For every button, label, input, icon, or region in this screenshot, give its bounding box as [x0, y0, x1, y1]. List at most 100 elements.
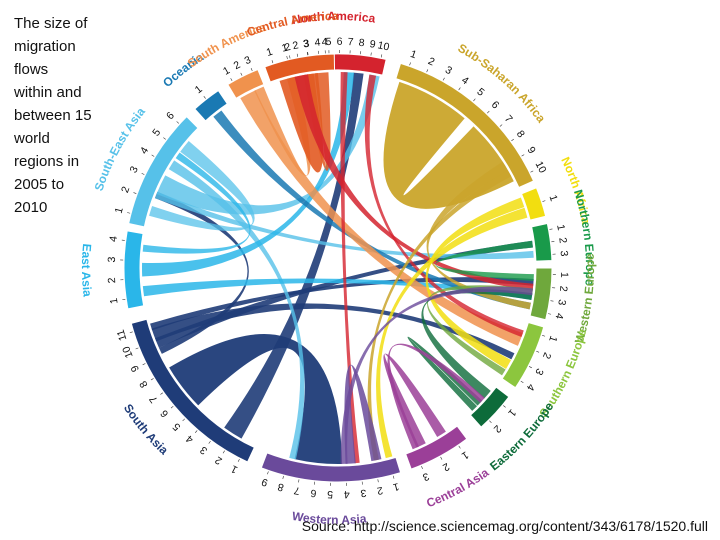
- flow-south-east-asia-to-western-asia-8: [168, 160, 305, 460]
- tick-south-east-asia-2: 2: [119, 185, 132, 195]
- tick-northern-europe-1: 1: [554, 223, 567, 231]
- tick-sub-saharan-africa-3: 3: [443, 64, 454, 77]
- arc-southern-europe: [501, 321, 545, 389]
- flow-north-africa-to-southern-europe-24: [425, 197, 525, 369]
- tick-south-asia-10: 10: [120, 344, 136, 359]
- region-arcs: [123, 53, 553, 483]
- tickmark-sub-saharan-africa-9: [521, 154, 525, 157]
- tick-north-america-10: 10: [377, 39, 391, 53]
- tick-southern-europe-4: 4: [524, 381, 537, 392]
- flow-western-europe-to-southern-europe-27: [427, 285, 533, 376]
- tick-northern-europe-3: 3: [558, 250, 570, 257]
- tickmark-central-asia-1: [458, 445, 461, 449]
- tickmark-south-asia-8: [150, 378, 154, 381]
- tickmark-southern-europe-2: [536, 350, 540, 353]
- tickmark-western-europe-4: [548, 313, 552, 315]
- tick-western-europe-2: 2: [557, 285, 569, 292]
- tick-south-east-asia-5: 5: [150, 127, 163, 139]
- tickmark-south-asia-3: [208, 440, 211, 444]
- tickmark-central-asia-2: [440, 456, 443, 460]
- tickmark-sub-saharan-africa-4: [458, 87, 461, 91]
- flow-south-asia-to-north-america-1: [224, 72, 364, 439]
- arc-western-asia: [260, 452, 402, 483]
- tick-southern-europe-2: 2: [540, 350, 553, 360]
- tick-southern-europe-1: 1: [546, 334, 559, 343]
- arc-central-asia: [405, 425, 468, 470]
- tickmark-south-east-asia-3: [141, 173, 145, 175]
- tickmark-south-east-asia-4: [151, 154, 155, 157]
- tickmark-western-asia-7: [298, 479, 300, 483]
- tick-south-asia-6: 6: [158, 407, 171, 419]
- tickmark-southern-europe-4: [520, 380, 524, 383]
- tick-sub-saharan-africa-6: 6: [489, 99, 502, 112]
- tick-south-asia-7: 7: [147, 393, 160, 405]
- flow-chords: [142, 72, 534, 464]
- tick-central-america-2: 2: [283, 41, 292, 54]
- tickmark-central-asia-3: [421, 466, 423, 470]
- flow-east-asia-to-south-east-asia-12: [142, 152, 251, 254]
- tickmark-south-america-1: [230, 78, 233, 82]
- tick-south-east-asia-4: 4: [138, 145, 151, 156]
- tick-eastern-europe-1: 1: [505, 407, 518, 419]
- tickmark-south-asia-6: [170, 405, 174, 409]
- tickmark-eastern-europe-2: [489, 420, 492, 424]
- tick-north-america-2: 2: [292, 39, 300, 52]
- tick-central-asia-3: 3: [421, 470, 431, 483]
- tickmark-sub-saharan-africa-1: [409, 62, 411, 66]
- tick-south-america-2: 2: [232, 59, 243, 72]
- tickmark-northern-europe-1: [549, 228, 553, 230]
- tick-north-america-6: 6: [337, 36, 343, 48]
- tick-western-europe-3: 3: [555, 299, 568, 307]
- flow-western-asia-to-western-asia-32: [344, 364, 382, 464]
- tick-western-asia-7: 7: [293, 484, 301, 497]
- arc-western-europe: [529, 267, 553, 321]
- tick-western-asia-5: 5: [327, 488, 333, 500]
- tick-south-asia-4: 4: [184, 432, 196, 445]
- tickmark-south-east-asia-2: [133, 192, 137, 194]
- tick-central-america-1: 1: [265, 46, 274, 59]
- tick-south-east-asia-6: 6: [164, 110, 177, 123]
- tickmark-south-asia-1: [237, 458, 240, 462]
- tick-western-asia-3: 3: [360, 486, 367, 499]
- tick-western-asia-9: 9: [260, 475, 270, 488]
- tick-north-america-1: 1: [281, 42, 290, 55]
- tickmark-north-america-10: [380, 54, 383, 58]
- tick-central-asia-1: 1: [459, 449, 471, 462]
- arc-central-america: [264, 53, 336, 83]
- tickmark-south-east-asia-5: [163, 137, 166, 140]
- tickmark-sub-saharan-africa-3: [442, 77, 445, 81]
- tickmark-south-america-3: [250, 67, 253, 71]
- arc-south-east-asia: [128, 115, 199, 228]
- tickmark-south-asia-10: [135, 347, 139, 350]
- flow-northern-europe-to-western-europe-26: [435, 240, 534, 281]
- tickmark-south-america-2: [240, 72, 243, 76]
- tickmark-western-asia-2: [377, 479, 379, 483]
- tick-sub-saharan-africa-1: 1: [409, 48, 419, 61]
- tick-central-america-3: 3: [302, 38, 310, 51]
- tick-western-asia-2: 2: [376, 484, 384, 497]
- arc-south-asia: [130, 318, 255, 463]
- tickmark-sub-saharan-africa-6: [487, 110, 490, 114]
- source-citation: Source: http://science.sciencemag.org/co…: [301, 518, 708, 534]
- tickmark-south-asia-9: [142, 363, 146, 366]
- tick-sub-saharan-africa-4: 4: [459, 74, 471, 87]
- tickmark-sub-saharan-africa-10: [530, 170, 534, 173]
- arc-sub-saharan-africa: [395, 62, 535, 189]
- flow-south-asia-to-western-asia-0: [169, 333, 343, 464]
- tick-central-asia-2: 2: [440, 460, 451, 473]
- arc-east-asia: [123, 230, 145, 310]
- tick-north-america-8: 8: [358, 37, 365, 50]
- tick-north-america-5: 5: [325, 36, 331, 48]
- tick-east-asia-2: 2: [106, 277, 118, 284]
- label-central-asia: Central Asia: [424, 465, 491, 510]
- arc-northern-europe: [531, 222, 553, 262]
- tick-sub-saharan-africa-2: 2: [426, 55, 436, 68]
- tick-western-asia-8: 8: [276, 480, 285, 493]
- label-western-asia: Western Asia: [291, 509, 367, 527]
- tickmark-south-asia-11: [129, 331, 133, 334]
- tick-sub-saharan-africa-10: 10: [533, 159, 549, 175]
- tick-south-america-3: 3: [243, 54, 253, 67]
- tickmark-oceania-1: [203, 96, 206, 99]
- tick-sub-saharan-africa-7: 7: [502, 113, 515, 125]
